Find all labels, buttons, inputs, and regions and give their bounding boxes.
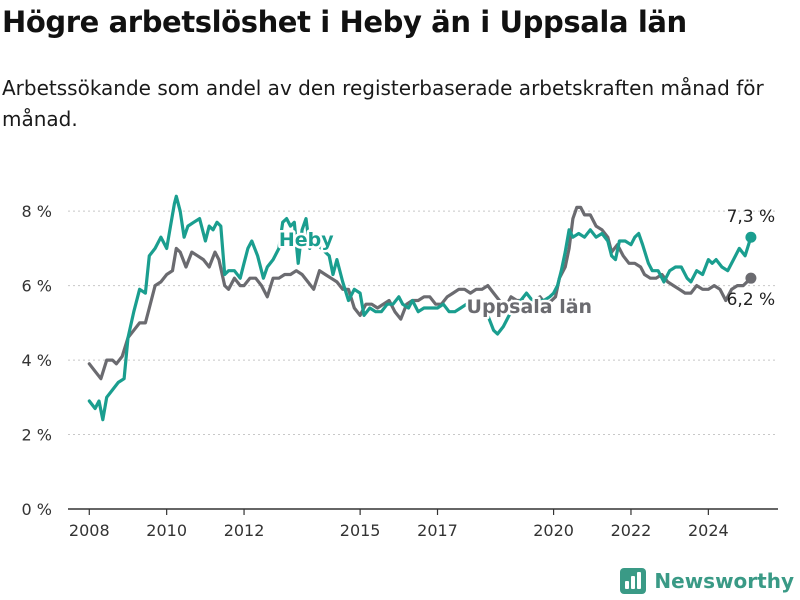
series-label-uppsala-lan-halo: Uppsala län <box>467 296 593 318</box>
x-tick-label: 2017 <box>417 521 458 540</box>
x-axis: 2008 2010 2012 2015 2017 2020 2022 2024 <box>68 508 778 540</box>
bar-chart-logo-icon <box>620 568 647 594</box>
end-value-label: 7,3 % <box>727 207 776 227</box>
y-tick-label: 2 % <box>22 426 52 445</box>
series-label-heby: Heby <box>279 229 334 251</box>
end-value-label: 6,2 % <box>727 290 776 310</box>
series-end-point <box>745 272 757 284</box>
series-label-uppsala-lan: Uppsala län <box>467 296 593 318</box>
chart-title: Högre arbetslöshet i Heby än i Uppsala l… <box>2 5 687 39</box>
series-line-uppsala-lan <box>87 205 753 381</box>
x-tick-label: 2022 <box>611 521 652 540</box>
y-tick-label: 6 % <box>22 277 52 296</box>
brand-name: Newsworthy <box>654 569 794 593</box>
x-tick-label: 2024 <box>688 521 729 540</box>
y-tick-label: 4 % <box>22 351 52 370</box>
y-tick-label: 0 % <box>22 500 52 519</box>
series-end-point <box>745 231 757 243</box>
series-lines <box>87 194 757 422</box>
x-tick-label: 2012 <box>224 521 265 540</box>
x-tick-label: 2015 <box>340 521 381 540</box>
series-label-heby-halo: Heby <box>279 229 334 251</box>
y-axis: 0 % 2 % 4 % 6 % 8 % <box>22 202 52 519</box>
x-tick-label: 2008 <box>69 521 110 540</box>
grid-lines <box>68 210 778 436</box>
chart-subtitle: Arbetssökande som andel av den registerb… <box>2 76 764 131</box>
x-tick-label: 2020 <box>533 521 574 540</box>
newsworthy-brand: Newsworthy <box>620 568 794 594</box>
x-tick-label: 2010 <box>146 521 187 540</box>
y-tick-label: 8 % <box>22 202 52 221</box>
series-line-heby <box>87 194 753 422</box>
